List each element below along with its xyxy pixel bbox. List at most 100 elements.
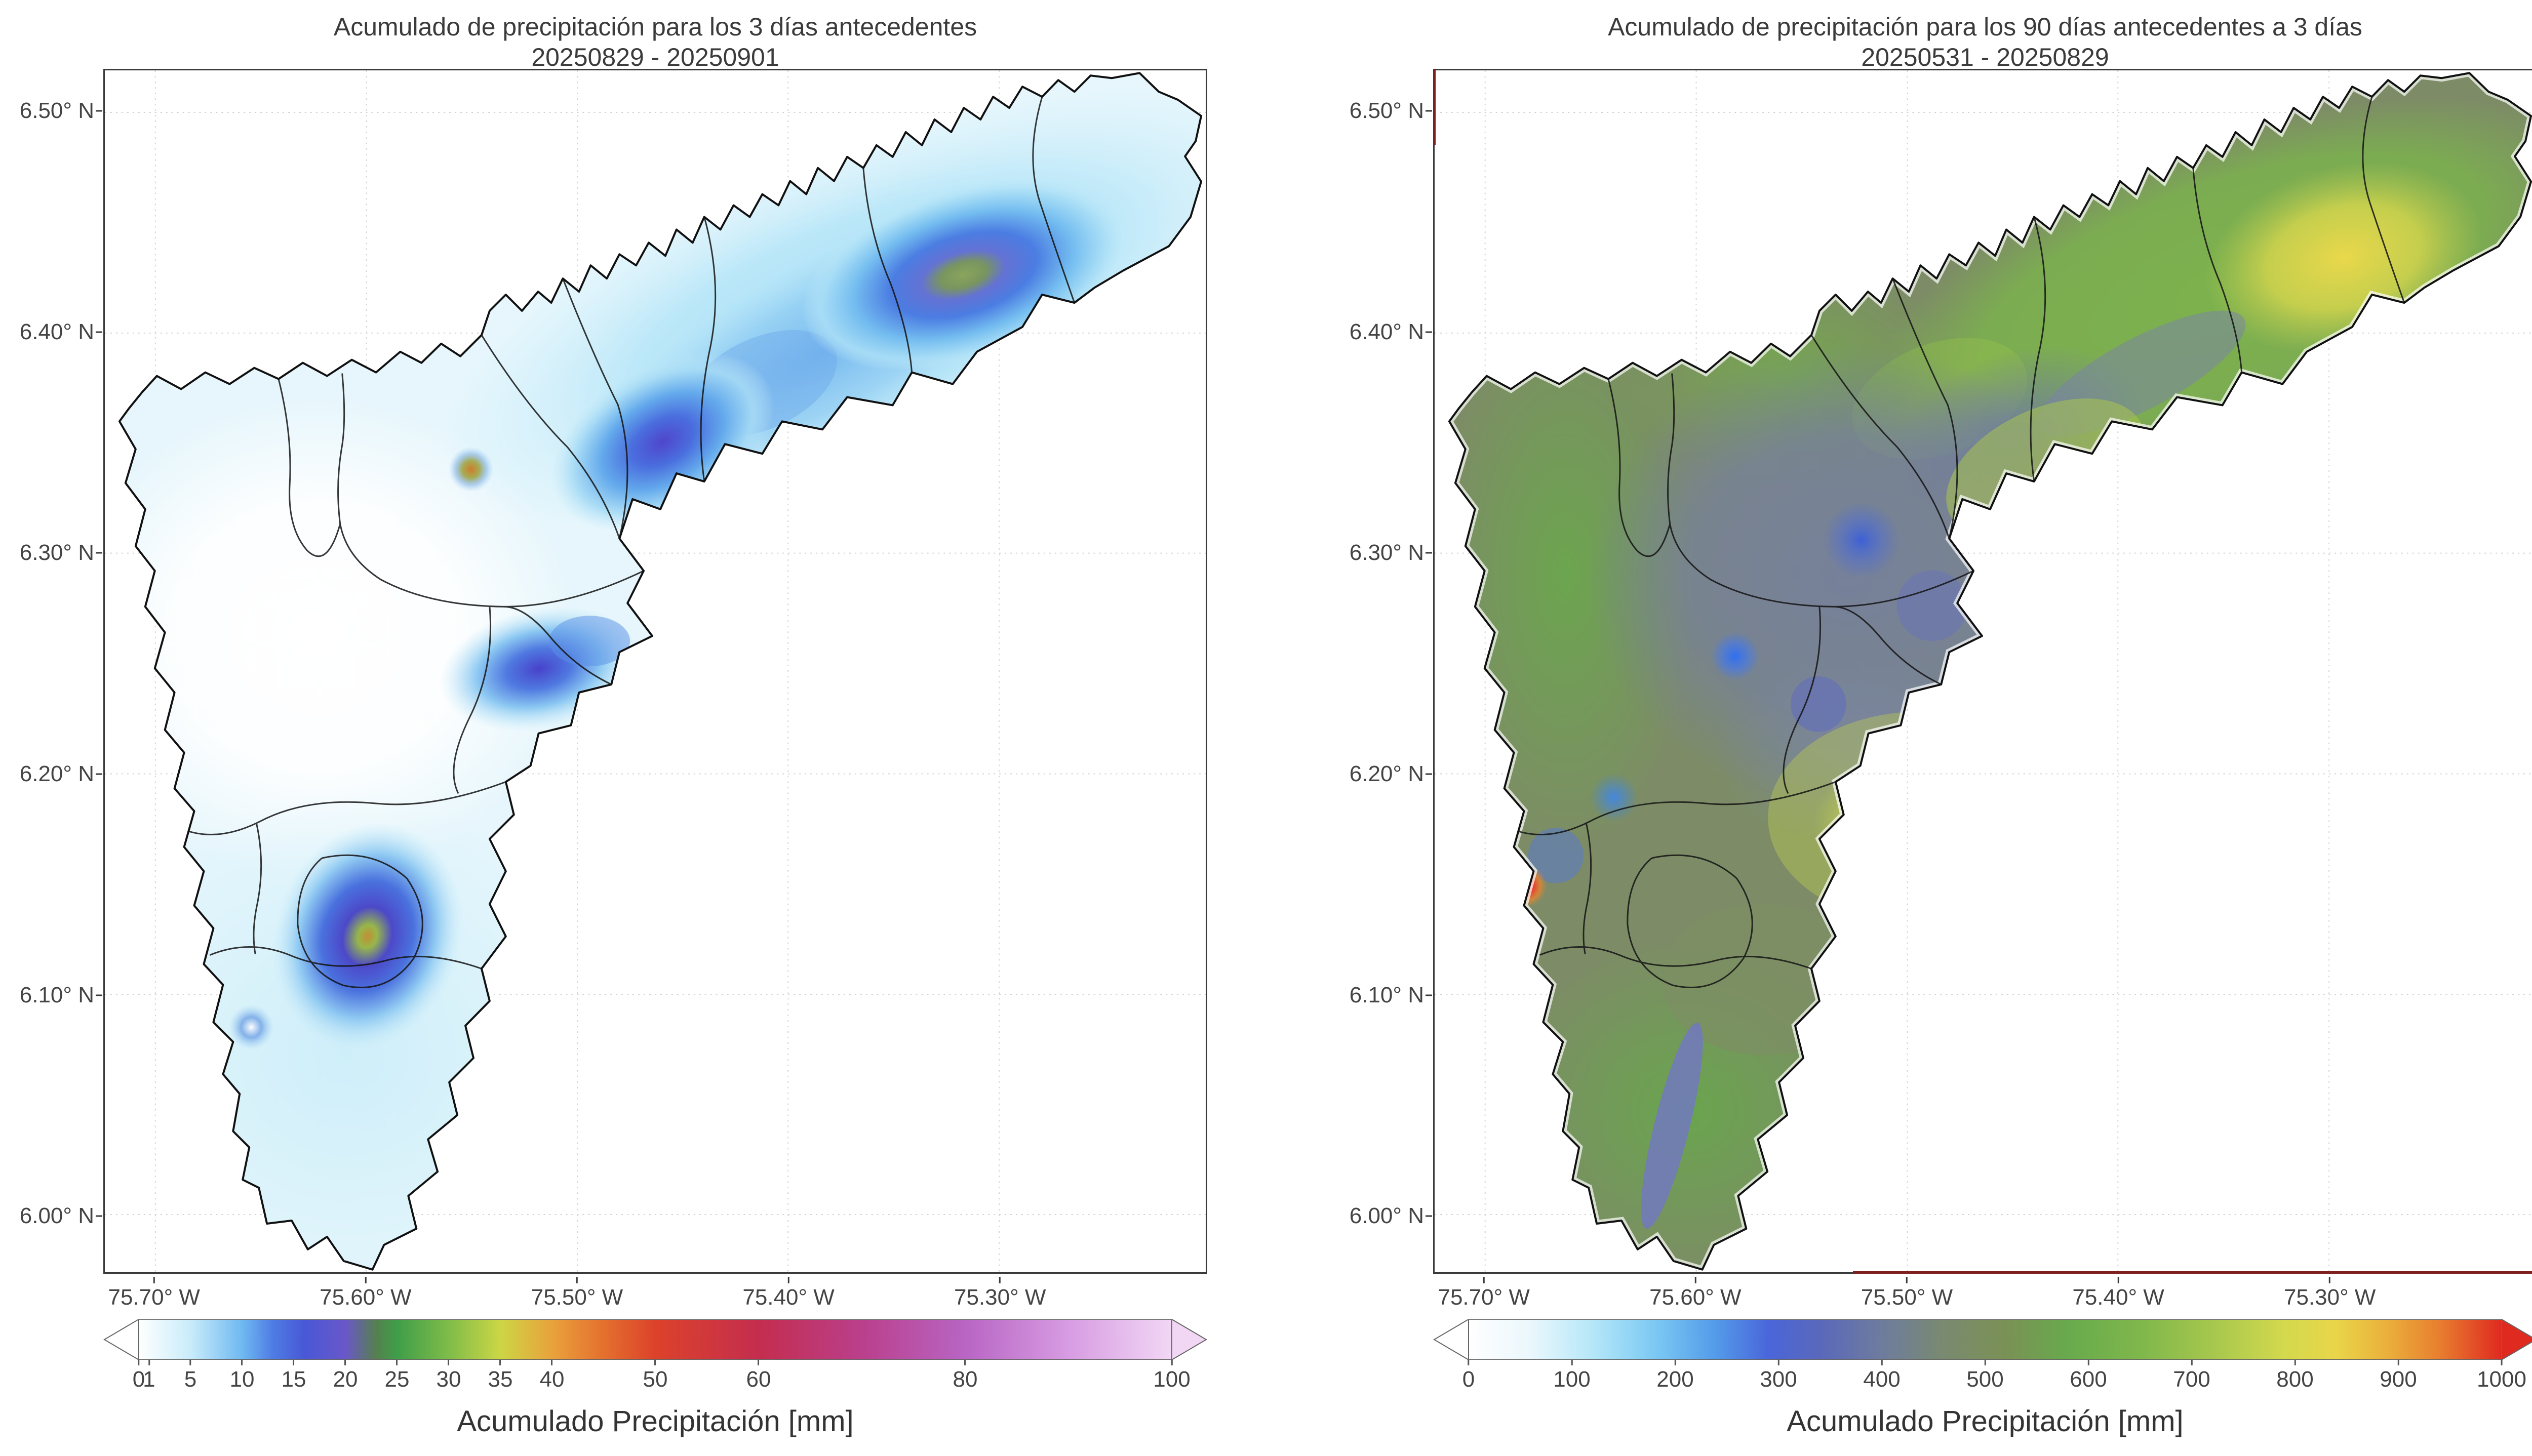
municipal-boundary-line xyxy=(1515,781,1836,835)
colorbar-gradient xyxy=(138,1319,1172,1360)
x-tick-label: 75.60° W xyxy=(1649,1285,1742,1310)
y-tick-label: 6.30° N xyxy=(1337,540,1424,565)
colorbar-tick-label: 100 xyxy=(1153,1367,1191,1392)
basin-outline xyxy=(1448,72,2532,1271)
y-tick-label: 6.40° N xyxy=(1337,319,1424,345)
municipal-boundary-line xyxy=(253,822,262,954)
blue-min-3 xyxy=(1896,570,1968,641)
municipal-boundary-line xyxy=(1607,379,1671,557)
municipal-boundary-line xyxy=(1810,335,1950,539)
map-plot-3day xyxy=(103,69,1207,1274)
colorbar-tick-label: 400 xyxy=(1863,1367,1901,1392)
y-tick-label: 6.20° N xyxy=(7,761,94,787)
colorbar-under-arrow xyxy=(103,1319,139,1360)
blue-min-5 xyxy=(1590,773,1638,822)
panel-title: Acumulado de precipitación para los 90 d… xyxy=(1608,13,2362,41)
panel-3day: Acumulado de precipitación para los 3 dí… xyxy=(20,0,1207,1456)
dry-white-region xyxy=(119,393,580,878)
colorbar-ticks: 0 1 5 10 15 20 25 30 35 40 50 60 80 100 xyxy=(103,1360,1207,1395)
colorbar-tick-label: 500 xyxy=(1966,1367,2004,1392)
basin-outline xyxy=(118,72,1203,1271)
x-tick-label: 75.60° W xyxy=(320,1285,412,1310)
panel-subtitle: 20250829 - 20250901 xyxy=(531,43,779,71)
y-tick-label: 6.50° N xyxy=(7,98,94,124)
colorbar-tick-label: 80 xyxy=(953,1367,978,1392)
x-tick-label: 75.40° W xyxy=(2072,1285,2164,1310)
panel-title: Acumulado de precipitación para los 3 dí… xyxy=(333,13,977,41)
y-axis: 6.50° N 6.40° N 6.30° N 6.20° N 6.10° N 6.00°… xyxy=(1337,69,1424,1274)
x-tick-label: 75.40° W xyxy=(742,1285,835,1310)
colorbar-bar xyxy=(1433,1319,2532,1360)
colorbar-tick-label: 35 xyxy=(488,1367,513,1392)
municipal-boundary-line xyxy=(2030,217,2046,482)
x-tick-label: 75.50° W xyxy=(1861,1285,1953,1310)
colorbar-tick-label: 20 xyxy=(333,1367,358,1392)
panel-90day: Acumulado de precipitación para los 90 d… xyxy=(1350,0,2532,1456)
y-tick-label: 6.10° N xyxy=(1337,983,1424,1008)
y-tick-label: 6.40° N xyxy=(7,319,94,345)
colorbar-tick-label: 15 xyxy=(281,1367,306,1392)
colorbar-tick-label: 0 xyxy=(1462,1367,1475,1392)
colorbar-tick-label: 60 xyxy=(746,1367,771,1392)
municipal-boundary-line xyxy=(453,606,492,794)
blue-min-4 xyxy=(1791,676,1846,732)
y-tick-label: 6.20° N xyxy=(1337,761,1424,787)
colorbar-tick-label: 5 xyxy=(184,1367,197,1392)
colorbar-tick-label: 10 xyxy=(229,1367,255,1392)
municipal-boundary-line xyxy=(1667,373,1974,608)
precipitation-raster-90day xyxy=(1449,73,2531,1270)
yellow-halo xyxy=(1768,711,2071,924)
municipal-boundary-line xyxy=(2192,168,2243,373)
x-tick-label: 75.70° W xyxy=(108,1285,200,1310)
x-tick-label: 75.30° W xyxy=(954,1285,1046,1310)
x-tick-label: 75.30° W xyxy=(2283,1285,2376,1310)
municipal-boundary-line xyxy=(337,373,644,608)
map-plot-90day xyxy=(1433,69,2532,1274)
colorbar-label: Acumulado Precipitación [mm] xyxy=(457,1405,854,1438)
colorbar-tick-label: 900 xyxy=(2380,1367,2417,1392)
municipal-boundary-line xyxy=(1627,854,1753,989)
colorbar-over-arrow xyxy=(2501,1319,2532,1360)
colorbar-tick-label: 30 xyxy=(436,1367,461,1392)
y-axis: 6.50° N 6.40° N 6.30° N 6.20° N 6.10° N 6.00°… xyxy=(7,69,94,1274)
colorbar-tick-label: 200 xyxy=(1656,1367,1694,1392)
hotspot-orange-spot xyxy=(448,447,494,492)
municipal-boundary-line xyxy=(562,278,628,539)
hotspot-south xyxy=(271,822,463,1051)
x-axis: 75.70° W 75.60° W 75.50° W 75.40° W 75.30° W xyxy=(103,1277,1207,1317)
x-tick-label: 75.50° W xyxy=(531,1285,623,1310)
precipitation-raster-3day xyxy=(119,73,1202,1270)
purple-streak-south xyxy=(1641,1023,1703,1229)
x-axis: 75.70° W 75.60° W 75.50° W 75.40° W 75.30° W xyxy=(1433,1277,2532,1317)
municipal-boundary-line xyxy=(862,168,913,373)
colorbar-tick-label: 600 xyxy=(2070,1367,2107,1392)
municipal-boundary-line xyxy=(209,946,482,969)
municipal-boundaries xyxy=(185,96,1076,989)
y-tick-label: 6.10° N xyxy=(7,983,94,1008)
municipal-boundary-line xyxy=(297,854,423,989)
municipal-boundary-line xyxy=(185,781,506,835)
hotspot-central-secondary xyxy=(549,616,630,667)
colorbar-bar xyxy=(103,1319,1207,1360)
municipal-boundary-line xyxy=(481,335,620,539)
panel-subtitle: 20250531 - 20250829 xyxy=(1861,43,2109,71)
municipal-boundary-line xyxy=(1539,946,1812,969)
colorbar-tick-label: 700 xyxy=(2173,1367,2210,1392)
colorbar-gradient xyxy=(1468,1319,2502,1360)
department-border-left xyxy=(1433,69,1436,145)
colorbar-3day: 0 1 5 10 15 20 25 30 35 40 50 60 80 100 Acumulado Pre… xyxy=(103,1319,1207,1456)
municipal-boundaries xyxy=(1515,96,2405,989)
colorbar-tick-label: 800 xyxy=(2276,1367,2314,1392)
colorbar-tick-label: 100 xyxy=(1553,1367,1591,1392)
basin-map-90day xyxy=(1435,70,2532,1272)
colorbar-tick-label: 50 xyxy=(643,1367,668,1392)
y-tick-label: 6.00° N xyxy=(7,1203,94,1229)
colorbar-tick-label: 1000 xyxy=(2477,1367,2526,1392)
colorbar-tick-label: 40 xyxy=(539,1367,565,1392)
small-blue-ring xyxy=(228,1004,274,1050)
colorbar-tick-label: 25 xyxy=(384,1367,410,1392)
municipal-boundary-line xyxy=(1892,278,1958,539)
colorbar-ticks: 0 100 200 300 400 500 600 700 800 900 1000 xyxy=(1433,1360,2532,1395)
y-tick-label: 6.00° N xyxy=(1337,1203,1424,1229)
